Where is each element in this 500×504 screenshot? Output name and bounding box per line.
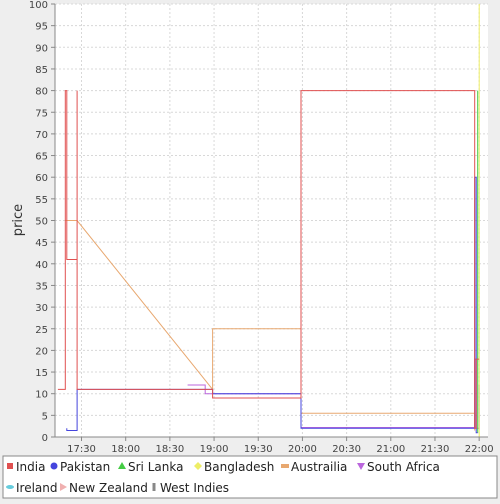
x-tick-label: 20:30	[332, 444, 361, 455]
grid	[55, 3, 488, 438]
legend-marker	[357, 463, 365, 470]
legend: India Pakistan Sri Lanka Bangladesh Austrail…	[6, 460, 440, 495]
legend-marker	[7, 463, 13, 469]
legend-label: Sri Lanka	[128, 460, 183, 474]
legend-marker	[152, 483, 156, 491]
y-tick-label: 15	[35, 368, 48, 379]
y-tick-label: 55	[35, 195, 48, 206]
y-tick-label: 25	[35, 325, 48, 336]
legend-box	[2, 455, 498, 499]
series-line-india	[57, 90, 480, 429]
y-tick-label: 30	[35, 303, 48, 314]
y-tick-label: 5	[42, 411, 48, 422]
y-tick-label: 65	[35, 152, 48, 163]
series-line-austrailia	[65, 220, 476, 431]
x-tick-label: 21:30	[421, 444, 450, 455]
legend-marker	[194, 462, 202, 470]
legend-label: South Africa	[367, 460, 440, 474]
legend-label: Bangladesh	[204, 460, 274, 474]
y-tick-label: 60	[35, 173, 48, 184]
axes: 0 5 10 15 20 25 30 35 40 45 50 55 60 65 70 75 80 85 90 95 10…	[29, 0, 494, 455]
x-tick-label: 17:30	[67, 444, 96, 455]
series-lines	[57, 4, 480, 437]
legend-marker	[60, 483, 67, 491]
y-tick-label: 100	[29, 0, 48, 11]
y-tick-label: 85	[35, 65, 48, 76]
legend-label: Pakistan	[60, 460, 110, 474]
y-tick-label: 40	[35, 260, 48, 271]
y-tick-label: 50	[35, 217, 48, 228]
legend-label: West Indies	[160, 481, 229, 495]
legend-label: Ireland	[16, 481, 58, 495]
y-tick-label: 80	[35, 87, 48, 98]
y-tick-label: 70	[35, 130, 48, 141]
x-tick-label: 18:30	[155, 444, 184, 455]
y-tick-label: 0	[42, 433, 48, 444]
y-tick-label: 10	[35, 390, 48, 401]
x-tick-label: 18:00	[111, 444, 140, 455]
x-tick-label: 20:00	[288, 444, 317, 455]
x-tick-label: 19:00	[200, 444, 229, 455]
y-tick-label: 35	[35, 281, 48, 292]
y-tick-label: 75	[35, 108, 48, 119]
legend-marker	[50, 462, 58, 470]
y-tick-label: 90	[35, 43, 48, 54]
y-tick-label: 20	[35, 346, 48, 357]
legend-marker	[118, 462, 126, 469]
legend-label: New Zealand	[69, 481, 148, 495]
legend-marker	[281, 464, 289, 468]
x-tick-label: 19:30	[244, 444, 273, 455]
y-axis-label: price	[11, 204, 26, 236]
x-tick-label: 21:00	[376, 444, 405, 455]
legend-marker	[6, 485, 14, 489]
y-tick-label: 45	[35, 238, 48, 249]
legend-label: Austrailia	[291, 460, 347, 474]
legend-label: India	[16, 460, 45, 474]
x-tick-label: 22:00	[465, 444, 494, 455]
y-tick-label: 95	[35, 22, 48, 33]
